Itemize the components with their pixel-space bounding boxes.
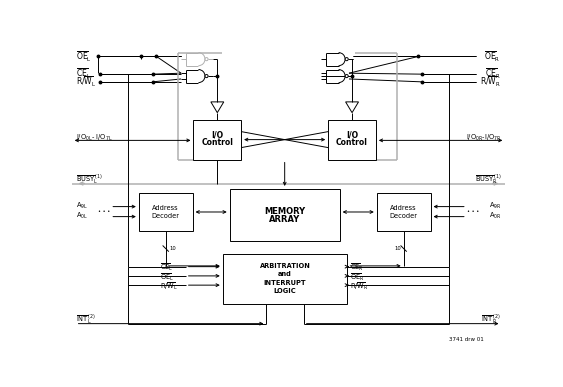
Text: ARRAY: ARRAY (269, 215, 300, 224)
Text: Control: Control (202, 138, 233, 147)
Text: Address: Address (153, 205, 179, 211)
Circle shape (345, 58, 348, 61)
Text: I/O$_{0{\rm L}}$- I/O$_{7{\rm L}}$: I/O$_{0{\rm L}}$- I/O$_{7{\rm L}}$ (75, 133, 113, 143)
Text: and: and (278, 271, 292, 277)
Bar (194, 120, 241, 159)
Text: • • •: • • • (98, 209, 110, 214)
Text: R/$\overline{\rm W}_{\rm R}$: R/$\overline{\rm W}_{\rm R}$ (480, 75, 501, 89)
Text: LOGIC: LOGIC (274, 288, 296, 294)
Text: R/$\overline{\rm W}_{\rm L}$: R/$\overline{\rm W}_{\rm L}$ (160, 280, 178, 292)
Circle shape (205, 75, 208, 78)
Text: A$_{0{\rm L}}$: A$_{0{\rm L}}$ (75, 211, 88, 221)
Bar (138, 193, 193, 231)
Text: 10: 10 (169, 246, 176, 251)
Text: $\overline{\rm BUSY}_{\rm R}^{\,(1)}$: $\overline{\rm BUSY}_{\rm R}^{\,(1)}$ (475, 173, 502, 187)
Bar (377, 193, 431, 231)
Text: 10: 10 (395, 246, 401, 251)
Text: R/$\overline{\rm W}_{\rm R}$: R/$\overline{\rm W}_{\rm R}$ (350, 280, 368, 292)
Text: 3741 drw 01: 3741 drw 01 (449, 337, 484, 342)
Text: $\overline{\rm OE}_{\rm L}$: $\overline{\rm OE}_{\rm L}$ (160, 271, 175, 283)
Text: A$_{0{\rm R}}$: A$_{0{\rm R}}$ (489, 211, 502, 221)
Text: Control: Control (336, 138, 368, 147)
Bar (328, 120, 376, 159)
Bar (223, 254, 347, 305)
Circle shape (345, 75, 348, 78)
Text: MEMORY: MEMORY (264, 207, 305, 216)
Text: $\overline{\rm CE}_{\rm R}$: $\overline{\rm CE}_{\rm R}$ (485, 67, 501, 81)
Text: Decoder: Decoder (390, 213, 418, 219)
Text: R/$\overline{\rm W}_{\rm L}$: R/$\overline{\rm W}_{\rm L}$ (77, 75, 97, 89)
Text: I/O: I/O (211, 130, 224, 139)
Text: Decoder: Decoder (151, 213, 180, 219)
Text: $\overline{\rm INT}_{\rm L}^{\,(2)}$: $\overline{\rm INT}_{\rm L}^{\,(2)}$ (75, 313, 96, 327)
Text: INTERRUPT: INTERRUPT (263, 280, 306, 286)
Text: $\overline{\rm BUSY}_{\rm L}^{\,(1)}$: $\overline{\rm BUSY}_{\rm L}^{\,(1)}$ (75, 173, 102, 187)
Text: $\overline{\rm CE}_{\rm L}$: $\overline{\rm CE}_{\rm L}$ (77, 67, 92, 81)
Text: A$_{9{\rm L}}$: A$_{9{\rm L}}$ (75, 201, 88, 211)
Bar (230, 189, 339, 241)
Text: $\overline{\rm OE}_{\rm L}$: $\overline{\rm OE}_{\rm L}$ (77, 49, 92, 63)
Text: $\overline{\rm INT}_{\rm R}^{\,(2)}$: $\overline{\rm INT}_{\rm R}^{\,(2)}$ (481, 313, 502, 327)
Text: $\overline{\rm OE}_{\rm R}$: $\overline{\rm OE}_{\rm R}$ (350, 271, 364, 283)
Text: ARBITRATION: ARBITRATION (260, 263, 311, 269)
Text: $\overline{\rm CE}_{\rm L}$: $\overline{\rm CE}_{\rm L}$ (160, 262, 174, 273)
Text: $\overline{\rm CE}_{\rm R}$: $\overline{\rm CE}_{\rm R}$ (350, 262, 364, 273)
Circle shape (205, 58, 208, 61)
Text: $\overline{\rm OE}_{\rm R}$: $\overline{\rm OE}_{\rm R}$ (484, 49, 501, 63)
Text: I/O$_{0{\rm R}}$-I/O$_{7{\rm R}}$: I/O$_{0{\rm R}}$-I/O$_{7{\rm R}}$ (466, 133, 502, 143)
Text: • • •: • • • (467, 209, 479, 214)
Text: Address: Address (390, 205, 417, 211)
Text: A$_{9{\rm R}}$: A$_{9{\rm R}}$ (489, 201, 502, 211)
Text: I/O: I/O (346, 130, 358, 139)
